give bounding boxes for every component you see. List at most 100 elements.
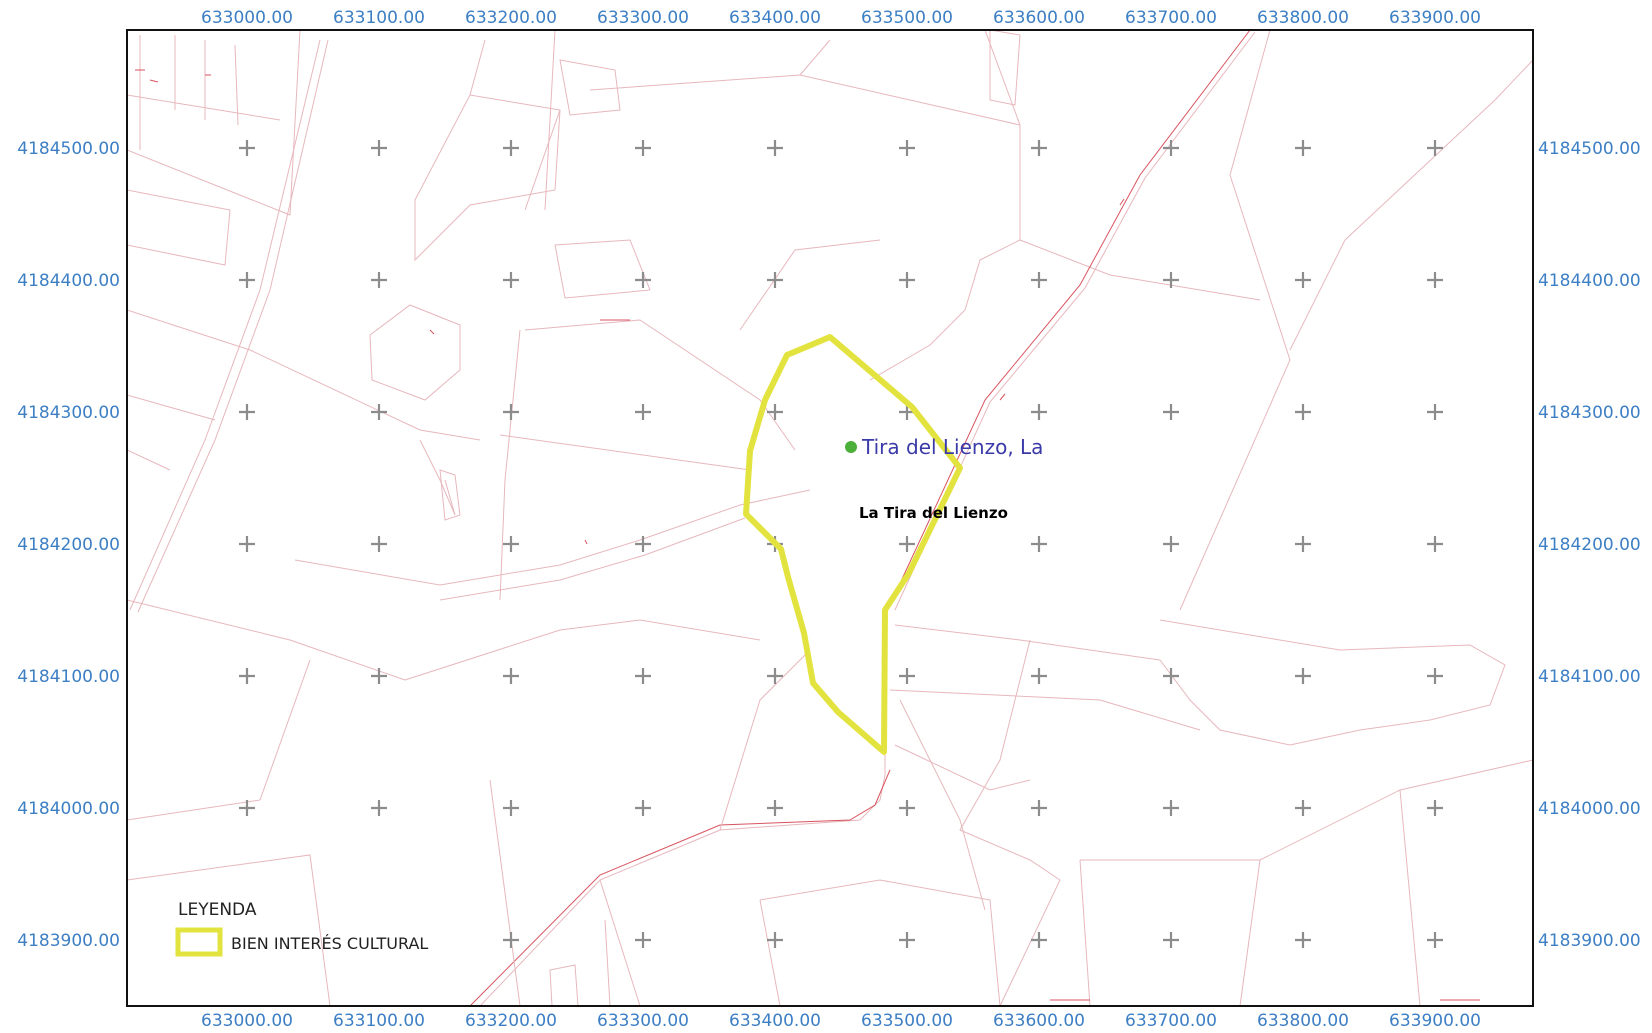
plus-icon	[503, 668, 519, 684]
green-dot-icon[interactable]	[845, 441, 857, 453]
plus-icon	[239, 404, 255, 420]
plus-icon	[635, 140, 651, 156]
plus-icon	[1295, 668, 1311, 684]
top-x-axis-labels: 633000.00 633100.00 633200.00 633300.00 6334…	[201, 8, 1481, 28]
plus-icon	[239, 668, 255, 684]
plus-icon	[635, 668, 651, 684]
top-x-label: 633400.00	[729, 8, 821, 28]
plus-icon	[899, 668, 915, 684]
plus-icon	[503, 932, 519, 948]
plus-icon	[1427, 668, 1443, 684]
right-y-axis-labels: 4184500.00 4184400.00 4184300.00 4184200.00…	[1538, 139, 1641, 951]
bottom-x-label: 633000.00	[201, 1011, 293, 1031]
plus-icon	[1427, 800, 1443, 816]
plus-icon	[1031, 272, 1047, 288]
right-y-label: 4184400.00	[1538, 271, 1641, 291]
left-y-label: 4183900.00	[17, 931, 120, 951]
plus-icon	[503, 272, 519, 288]
plus-icon	[1427, 140, 1443, 156]
map-frame-border	[126, 29, 1534, 1007]
plus-icon	[1163, 932, 1179, 948]
right-y-label: 4183900.00	[1538, 931, 1641, 951]
bottom-x-axis-labels: 633000.00 633100.00 633200.00 633300.00 6334…	[201, 1011, 1481, 1031]
plus-icon	[1163, 272, 1179, 288]
top-x-label: 633300.00	[597, 8, 689, 28]
plus-icon	[767, 404, 783, 420]
left-y-axis-labels: 4184500.00 4184400.00 4184300.00 4184200.00…	[17, 139, 120, 951]
plus-icon	[1163, 800, 1179, 816]
plus-icon	[635, 536, 651, 552]
plus-icon	[503, 404, 519, 420]
plus-icon	[503, 140, 519, 156]
site-name-label: La Tira del Lienzo	[859, 504, 1008, 522]
plus-icon	[899, 800, 915, 816]
top-x-label: 633500.00	[861, 8, 953, 28]
bottom-x-label: 633400.00	[729, 1011, 821, 1031]
map-frame-bg	[127, 30, 1533, 1006]
plus-icon	[239, 800, 255, 816]
top-x-label: 633600.00	[993, 8, 1085, 28]
legend-swatch-bic	[175, 927, 223, 957]
plus-icon	[1295, 932, 1311, 948]
plus-icon	[899, 536, 915, 552]
plus-icon	[1295, 800, 1311, 816]
plus-icon	[1163, 140, 1179, 156]
plus-icon	[635, 932, 651, 948]
bottom-x-label: 633500.00	[861, 1011, 953, 1031]
plus-icon	[1163, 668, 1179, 684]
plus-icon	[635, 272, 651, 288]
bottom-x-label: 633300.00	[597, 1011, 689, 1031]
plus-icon	[239, 272, 255, 288]
plus-icon	[239, 536, 255, 552]
top-x-label: 633200.00	[465, 8, 557, 28]
bottom-x-label: 633800.00	[1257, 1011, 1349, 1031]
bottom-x-label: 633600.00	[993, 1011, 1085, 1031]
legend: LEYENDA BIEN INTERÉS CULTURAL	[175, 900, 428, 957]
left-y-label: 4184100.00	[17, 667, 120, 687]
bic-boundary-polygon[interactable]	[743, 334, 963, 755]
left-y-label: 4184300.00	[17, 403, 120, 423]
plus-icon	[1295, 140, 1311, 156]
plus-icon	[503, 536, 519, 552]
plus-icon	[767, 140, 783, 156]
left-y-label: 4184200.00	[17, 535, 120, 555]
plus-icon	[1031, 140, 1047, 156]
plus-icon	[1031, 536, 1047, 552]
site-point-label[interactable]: Tira del Lienzo, La	[861, 435, 1043, 459]
top-x-label: 633000.00	[201, 8, 293, 28]
plus-icon	[1295, 536, 1311, 552]
bottom-x-label: 633900.00	[1389, 1011, 1481, 1031]
plus-icon	[371, 272, 387, 288]
plus-icon	[1427, 404, 1443, 420]
legend-title: LEYENDA	[178, 900, 257, 920]
plus-icon	[1031, 668, 1047, 684]
left-y-label: 4184000.00	[17, 799, 120, 819]
plus-icon	[239, 140, 255, 156]
right-y-label: 4184100.00	[1538, 667, 1641, 687]
left-y-label: 4184400.00	[17, 271, 120, 291]
plus-icon	[1427, 536, 1443, 552]
legend-item-bic-label: BIEN INTERÉS CULTURAL	[231, 934, 428, 953]
plus-icon	[635, 404, 651, 420]
plus-icon	[371, 140, 387, 156]
plus-icon	[767, 800, 783, 816]
plus-icon	[767, 932, 783, 948]
bottom-x-label: 633700.00	[1125, 1011, 1217, 1031]
plus-icon	[1295, 404, 1311, 420]
top-x-label: 633100.00	[333, 8, 425, 28]
top-x-label: 633700.00	[1125, 8, 1217, 28]
top-x-label: 633900.00	[1389, 8, 1481, 28]
bottom-x-label: 633100.00	[333, 1011, 425, 1031]
right-y-label: 4184000.00	[1538, 799, 1641, 819]
plus-icon	[1031, 800, 1047, 816]
plus-icon	[899, 932, 915, 948]
plus-icon	[1031, 404, 1047, 420]
plus-icon	[1427, 272, 1443, 288]
plus-icon	[1427, 932, 1443, 948]
plus-icon	[767, 668, 783, 684]
plus-icon	[635, 800, 651, 816]
plus-icon	[371, 668, 387, 684]
bottom-x-label: 633200.00	[465, 1011, 557, 1031]
right-y-label: 4184300.00	[1538, 403, 1641, 423]
